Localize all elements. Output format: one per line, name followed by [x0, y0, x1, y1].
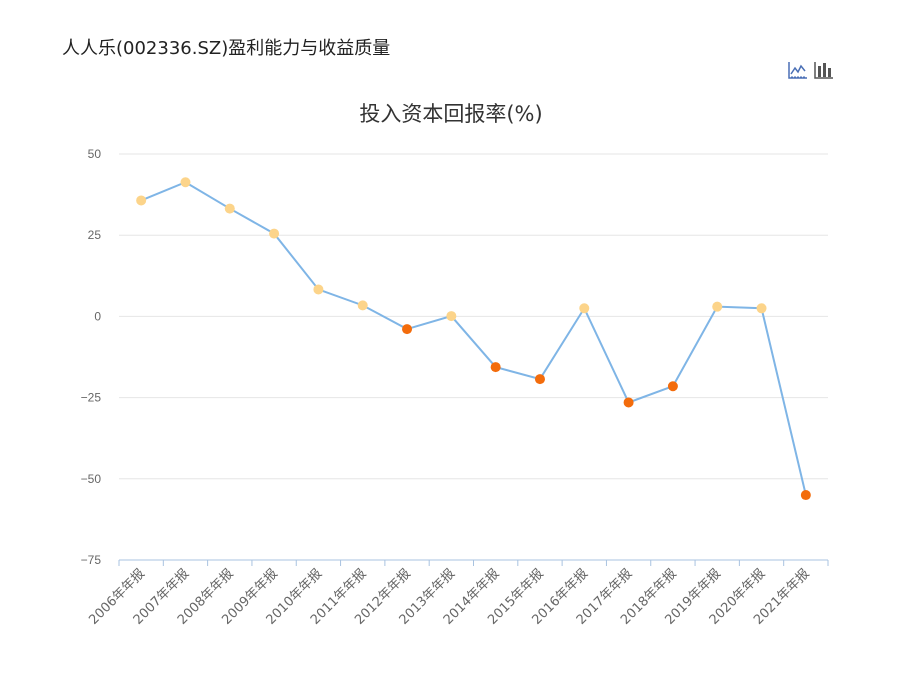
data-point[interactable] [579, 303, 590, 314]
chart-title: 投入资本回报率(%) [359, 102, 542, 126]
grid [119, 153, 828, 480]
y-tick-label: −50 [81, 472, 102, 486]
chart-toolbar [788, 60, 834, 80]
data-point[interactable] [623, 397, 634, 408]
page-title: 人人乐(002336.SZ)盈利能力与收益质量 [62, 38, 391, 59]
series-line-path [140, 181, 807, 496]
data-point[interactable] [667, 381, 678, 392]
y-tick-label: −25 [81, 391, 102, 405]
data-point[interactable] [712, 301, 723, 312]
x-axis: 2006年年报2007年年报2008年年报2009年年报2010年年报2011年… [86, 559, 829, 628]
data-point[interactable] [269, 228, 280, 239]
y-axis: 50 25 0 −25 −50 −75 [81, 147, 102, 567]
data-point[interactable] [180, 177, 191, 188]
y-tick-label: −75 [81, 553, 102, 567]
data-point[interactable] [534, 374, 545, 385]
y-tick-label: 50 [88, 147, 102, 161]
series-points [136, 177, 811, 501]
data-point[interactable] [136, 195, 147, 206]
series-line [140, 181, 807, 496]
bar-chart-icon[interactable] [814, 60, 834, 80]
line-chart-icon[interactable] [788, 60, 808, 80]
data-point[interactable] [800, 490, 811, 501]
data-point[interactable] [402, 324, 413, 335]
y-tick-label: 0 [94, 309, 101, 323]
data-point[interactable] [446, 311, 457, 322]
y-tick-label: 25 [88, 228, 102, 242]
data-point[interactable] [490, 362, 501, 373]
data-point[interactable] [756, 303, 767, 314]
data-point[interactable] [224, 203, 235, 214]
data-point[interactable] [313, 284, 324, 295]
data-point[interactable] [357, 300, 368, 311]
